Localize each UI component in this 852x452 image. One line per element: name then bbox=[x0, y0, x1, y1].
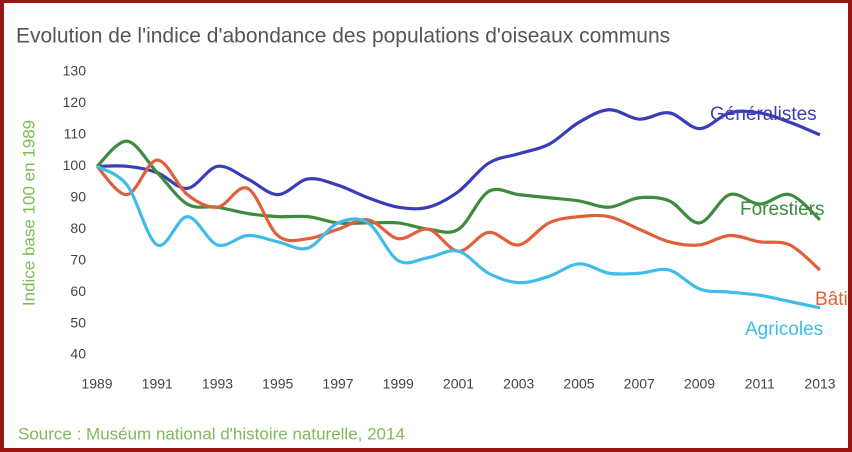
series-label: Bâtis bbox=[815, 289, 848, 310]
y-tick-label: 120 bbox=[63, 94, 87, 110]
series-line bbox=[96, 108, 821, 211]
x-tick-label: 2009 bbox=[684, 376, 715, 392]
series-line bbox=[95, 139, 822, 234]
x-tick-label: 2005 bbox=[563, 376, 594, 392]
y-tick-label: 130 bbox=[63, 63, 87, 79]
y-tick-label: 40 bbox=[70, 346, 86, 362]
series-label: Forestiers bbox=[740, 199, 824, 220]
series-line bbox=[96, 164, 821, 310]
series-label: Agricoles bbox=[745, 319, 823, 340]
x-tick-label: 2011 bbox=[745, 376, 775, 392]
source: Source : Muséum national d'histoire natu… bbox=[18, 424, 405, 443]
y-tick-label: 80 bbox=[70, 220, 86, 236]
chart-title: Evolution de l'indice d'abondance des po… bbox=[16, 25, 670, 48]
x-tick-label: 1999 bbox=[383, 376, 414, 392]
x-tick-label: 2001 bbox=[443, 376, 474, 392]
y-tick-label: 100 bbox=[63, 157, 87, 173]
y-axis-label: Indice base 100 en 1989 bbox=[19, 120, 38, 306]
y-tick-label: 70 bbox=[70, 251, 86, 267]
x-tick-label: 1989 bbox=[81, 376, 112, 392]
x-tick-label: 1997 bbox=[322, 376, 353, 392]
x-tick-label: 1993 bbox=[202, 376, 233, 392]
y-tick-label: 60 bbox=[70, 283, 86, 299]
x-tick-label: 1995 bbox=[262, 376, 293, 392]
x-tick-label: 2007 bbox=[624, 376, 655, 392]
y-tick-label: 110 bbox=[64, 126, 87, 142]
y-tick-label: 50 bbox=[70, 314, 86, 330]
x-tick-label: 1991 bbox=[142, 376, 173, 392]
series-label: Généralistes bbox=[710, 104, 817, 125]
x-tick-label: 2003 bbox=[503, 376, 534, 392]
y-tick-label: 90 bbox=[70, 188, 86, 204]
chart: Evolution de l'indice d'abondance des po… bbox=[16, 25, 848, 444]
x-tick-label: 2013 bbox=[804, 376, 835, 392]
